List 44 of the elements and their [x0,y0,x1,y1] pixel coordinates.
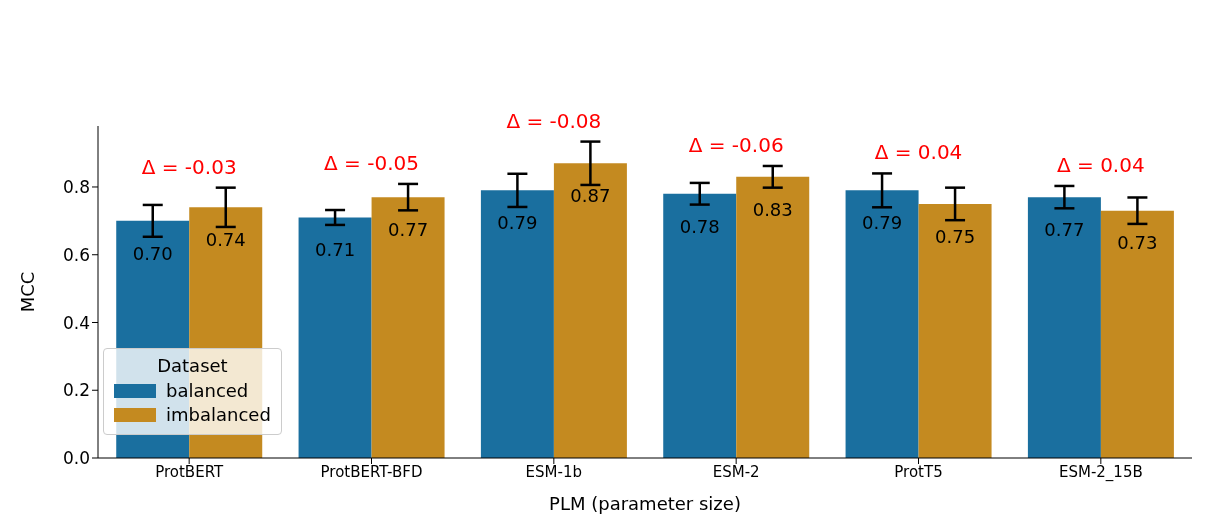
y-tick-label: 0.8 [62,177,90,198]
data-label: 0.70 [132,242,173,264]
y-tick-label: 0.4 [62,312,90,333]
legend-label: balanced [166,380,249,401]
x-tick-label: ESM-2_15B [1058,462,1143,482]
bar [553,163,627,458]
data-label: 0.79 [497,212,538,234]
x-tick-label: ProtBERT [155,462,224,481]
data-label: 0.87 [570,185,611,207]
x-tick-label: ProtT5 [894,462,943,481]
bar [663,193,737,458]
y-tick-label: 0.6 [62,244,90,265]
x-tick-label: ESM-2 [712,462,760,481]
legend-title: Dataset [156,355,229,376]
data-label: 0.74 [205,229,246,251]
annotation: Δ = 0.04 [874,140,963,165]
x-axis-title: PLM (parameter size) [549,493,741,514]
bar [371,197,445,458]
annotation: Δ = -0.06 [688,132,784,157]
legend-label: imbalanced [166,404,271,425]
bar [736,176,810,458]
annotation: Δ = 0.04 [1056,152,1145,177]
data-label: 0.77 [388,218,429,240]
bar [298,217,372,458]
data-label: 0.77 [1044,218,1085,240]
y-axis-title: MCC [17,271,39,313]
data-label: 0.78 [679,215,720,237]
bar [918,203,992,458]
x-tick-label: ProtBERT-BFD [320,462,423,481]
annotation: Δ = -0.05 [324,150,419,175]
bar [845,190,919,458]
y-tick-label: 0.2 [62,380,90,401]
annotation: Δ = -0.08 [506,108,602,133]
bar [1100,210,1174,458]
annotation: Δ = -0.03 [141,154,237,179]
data-label: 0.73 [1117,232,1158,254]
bar [1027,197,1101,458]
data-label: 0.79 [862,212,903,234]
x-tick-label: ESM-1b [525,462,583,481]
data-label: 0.71 [315,239,356,261]
bar [480,190,554,458]
data-label: 0.83 [752,198,793,220]
data-label: 0.75 [935,225,976,247]
y-tick-label: 0.0 [62,448,90,469]
